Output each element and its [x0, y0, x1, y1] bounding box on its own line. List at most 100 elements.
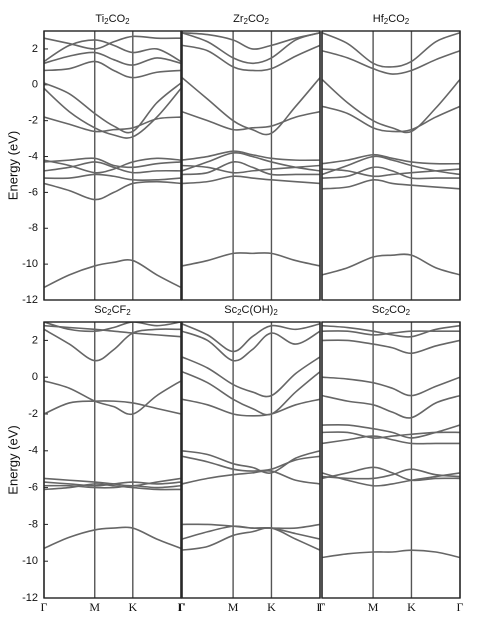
band-line	[44, 161, 181, 174]
x-tick-label: K	[267, 600, 276, 614]
band-line	[182, 150, 320, 162]
band-line	[44, 180, 181, 201]
band-line	[322, 166, 460, 180]
panel-frame	[43, 321, 182, 599]
band-line	[322, 466, 460, 482]
band-line	[44, 483, 181, 491]
panel-frame	[43, 30, 182, 301]
band-line	[182, 161, 320, 176]
y-tick-label: -8	[28, 222, 38, 234]
y-tick-label: -10	[22, 258, 38, 270]
x-tick-label: Γ	[41, 600, 48, 614]
band-line	[182, 164, 320, 174]
band-line	[44, 51, 181, 66]
band-line	[322, 153, 460, 165]
band-line	[182, 252, 320, 267]
panel-frame	[181, 321, 321, 599]
band-line	[182, 175, 320, 185]
band-line	[182, 398, 320, 417]
band-line	[322, 178, 460, 190]
band-line	[44, 380, 181, 416]
band-line	[322, 155, 460, 176]
band-line	[182, 44, 320, 72]
band-line	[322, 105, 460, 133]
band-line	[182, 330, 320, 362]
y-axis-label: Energy (eV)	[5, 131, 20, 200]
y-axis-label: Energy (eV)	[5, 425, 20, 494]
y-tick-label: 2	[32, 334, 38, 346]
panel-title: Hf2CO2	[373, 13, 410, 26]
band-line	[44, 39, 181, 63]
x-tick-label: Γ	[457, 600, 464, 614]
band-line	[44, 82, 181, 134]
y-tick-label: -2	[28, 115, 38, 127]
band-line	[322, 435, 460, 445]
band-line	[322, 330, 460, 336]
y-tick-label: -6	[28, 482, 38, 494]
band-line	[322, 431, 460, 439]
y-tick-label: -8	[28, 518, 38, 530]
band-line	[182, 370, 320, 416]
band-line	[322, 168, 460, 178]
band-line	[44, 35, 181, 50]
y-tick-label: 0	[32, 371, 38, 383]
panel-frame	[321, 321, 461, 599]
panel-title: Zr2CO2	[233, 13, 269, 26]
band-line	[44, 400, 181, 415]
band-line	[44, 116, 181, 133]
band-line	[182, 323, 320, 353]
band-line	[322, 324, 460, 338]
panel-title: Ti2CO2	[95, 13, 130, 26]
band-line	[182, 455, 320, 472]
band-line	[322, 49, 460, 75]
y-tick-label: -4	[28, 445, 38, 457]
y-tick-label: -4	[28, 150, 38, 162]
band-line	[44, 484, 181, 489]
band-line	[322, 394, 460, 419]
band-line	[182, 356, 320, 398]
band-line	[182, 31, 320, 50]
panel-title: Sc2CF2	[94, 304, 131, 317]
x-tick-label: M	[89, 600, 100, 614]
y-tick-label: -12	[22, 592, 38, 604]
x-tick-label: K	[407, 600, 416, 614]
band-line	[182, 77, 320, 136]
band-line	[322, 339, 460, 355]
x-tick-label: Γ	[179, 600, 186, 614]
band-line	[182, 110, 320, 131]
band-line	[44, 259, 181, 289]
x-tick-label: K	[128, 600, 137, 614]
band-line	[44, 157, 181, 174]
band-line	[44, 526, 181, 550]
band-line	[182, 450, 320, 474]
x-tick-label: Γ	[317, 600, 324, 614]
x-tick-label: M	[228, 600, 239, 614]
panel-title: Sc2CO2	[372, 304, 411, 317]
band-line	[44, 157, 181, 169]
y-tick-label: -6	[28, 186, 38, 198]
panel-title: Sc2C(OH)2	[224, 304, 278, 317]
y-tick-label: 0	[32, 79, 38, 91]
y-tick-label: 2	[32, 43, 38, 55]
band-line	[44, 328, 181, 362]
band-line	[44, 173, 181, 181]
band-line	[322, 32, 460, 68]
panel-frame	[321, 30, 461, 301]
band-line	[44, 322, 181, 333]
band-line	[182, 32, 320, 65]
band-line	[322, 472, 460, 487]
band-line	[44, 477, 181, 487]
band-line	[322, 376, 460, 397]
band-line	[182, 527, 320, 551]
band-line	[182, 523, 320, 530]
y-tick-label: -10	[22, 555, 38, 567]
band-line	[182, 469, 320, 485]
y-tick-label: -2	[28, 408, 38, 420]
x-tick-label: Γ	[178, 600, 185, 614]
band-line	[182, 151, 320, 172]
panel-frame	[181, 30, 321, 301]
band-line	[322, 468, 460, 480]
y-tick-label: -12	[22, 294, 38, 306]
x-tick-label: M	[368, 600, 379, 614]
